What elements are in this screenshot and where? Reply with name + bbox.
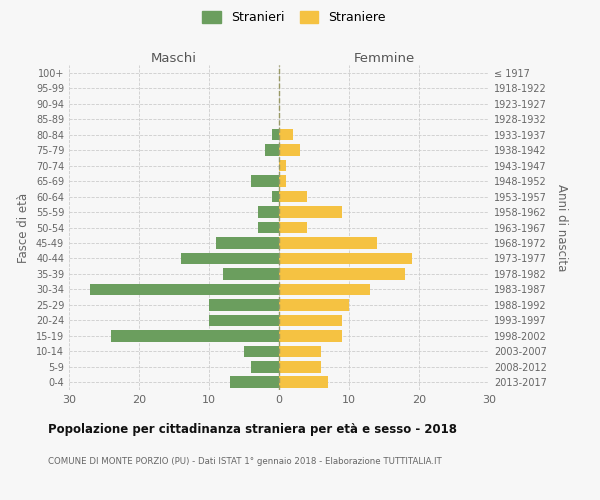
Legend: Stranieri, Straniere: Stranieri, Straniere bbox=[197, 6, 391, 29]
Bar bbox=[279, 346, 321, 357]
Bar bbox=[90, 284, 279, 295]
Bar bbox=[251, 361, 279, 372]
Text: Maschi: Maschi bbox=[151, 52, 197, 65]
Bar bbox=[265, 144, 279, 156]
Bar bbox=[279, 160, 286, 172]
Bar bbox=[279, 237, 377, 249]
Text: COMUNE DI MONTE PORZIO (PU) - Dati ISTAT 1° gennaio 2018 - Elaborazione TUTTITAL: COMUNE DI MONTE PORZIO (PU) - Dati ISTAT… bbox=[48, 458, 442, 466]
Bar bbox=[181, 252, 279, 264]
Bar bbox=[279, 376, 328, 388]
Bar bbox=[209, 299, 279, 310]
Bar bbox=[279, 314, 342, 326]
Bar bbox=[279, 190, 307, 202]
Bar bbox=[279, 129, 293, 140]
Bar bbox=[279, 268, 405, 280]
Bar bbox=[230, 376, 279, 388]
Bar bbox=[279, 222, 307, 234]
Bar bbox=[279, 299, 349, 310]
Bar bbox=[272, 190, 279, 202]
Bar bbox=[251, 176, 279, 187]
Bar bbox=[258, 222, 279, 234]
Bar bbox=[209, 314, 279, 326]
Bar bbox=[279, 330, 342, 342]
Bar bbox=[279, 284, 370, 295]
Bar bbox=[279, 206, 342, 218]
Bar bbox=[223, 268, 279, 280]
Y-axis label: Anni di nascita: Anni di nascita bbox=[554, 184, 568, 271]
Bar bbox=[258, 206, 279, 218]
Text: Femmine: Femmine bbox=[353, 52, 415, 65]
Y-axis label: Fasce di età: Fasce di età bbox=[17, 192, 30, 262]
Bar bbox=[216, 237, 279, 249]
Bar bbox=[279, 144, 300, 156]
Bar bbox=[111, 330, 279, 342]
Bar bbox=[279, 361, 321, 372]
Bar bbox=[279, 252, 412, 264]
Bar bbox=[244, 346, 279, 357]
Bar bbox=[272, 129, 279, 140]
Text: Popolazione per cittadinanza straniera per età e sesso - 2018: Popolazione per cittadinanza straniera p… bbox=[48, 422, 457, 436]
Bar bbox=[279, 176, 286, 187]
